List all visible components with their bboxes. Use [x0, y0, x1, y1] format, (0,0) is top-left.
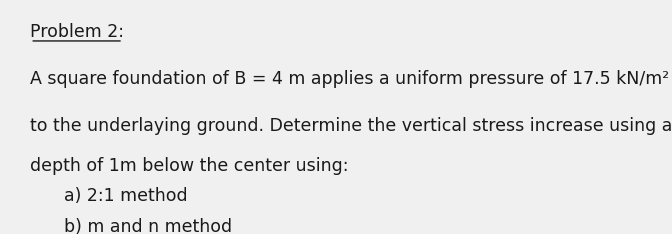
Text: depth of 1m below the center using:: depth of 1m below the center using:: [30, 157, 349, 175]
Text: Problem 2:: Problem 2:: [30, 23, 124, 41]
Text: to the underlaying ground. Determine the vertical stress increase using at a: to the underlaying ground. Determine the…: [30, 117, 672, 135]
Text: a) 2:1 method: a) 2:1 method: [64, 187, 187, 205]
Text: b) m and n method: b) m and n method: [64, 218, 232, 234]
Text: A square foundation of B = 4 m applies a uniform pressure of 17.5 kN/m²: A square foundation of B = 4 m applies a…: [30, 70, 669, 88]
